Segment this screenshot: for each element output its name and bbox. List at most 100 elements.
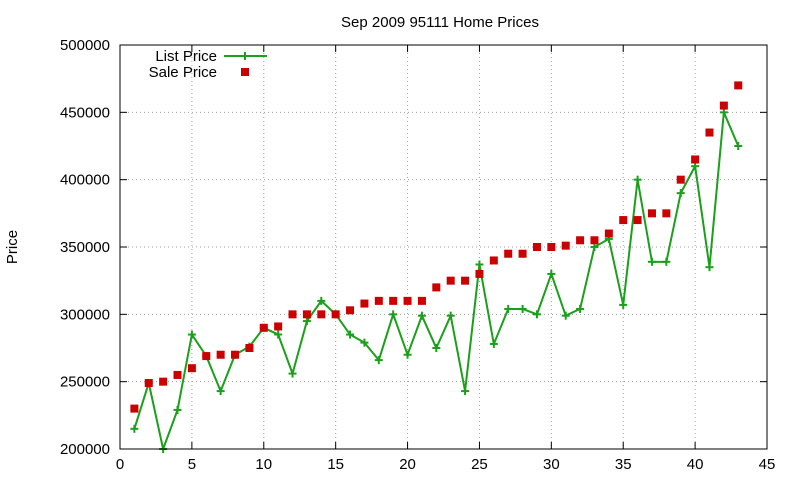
- x-tick-label: 10: [255, 456, 272, 473]
- y-tick-label: 200000: [60, 441, 110, 458]
- sale-price-point: [446, 276, 455, 285]
- grid-lines: [120, 45, 767, 449]
- sale-price-point: [389, 296, 398, 305]
- plot-series: [130, 81, 743, 453]
- sale-price-point: [590, 236, 599, 245]
- list-price-point: [475, 260, 484, 269]
- list-price-point: [676, 189, 685, 198]
- sale-price-point: [734, 81, 743, 90]
- legend-swatch-sale-price: [241, 68, 249, 76]
- list-price-point: [461, 387, 470, 396]
- sale-price-point: [604, 229, 613, 238]
- sale-price-point: [576, 236, 585, 245]
- sale-price-point: [518, 249, 527, 258]
- list-price-point: [734, 142, 743, 150]
- list-price-point: [274, 330, 283, 339]
- list-price-point: [590, 243, 599, 251]
- x-tick-label: 5: [188, 456, 196, 473]
- list-price-point: [288, 369, 297, 378]
- sale-price-point: [144, 379, 153, 388]
- sale-price-point: [662, 209, 671, 218]
- sale-price-point: [633, 216, 642, 225]
- sale-price-point: [202, 352, 211, 361]
- x-tick-label: 20: [399, 456, 416, 473]
- sale-price-point: [504, 249, 513, 258]
- sale-price-point: [159, 377, 168, 386]
- y-tick-label: 300000: [60, 306, 110, 323]
- list-price-point: [518, 304, 527, 313]
- legend-label-sale-price: Sale Price: [149, 64, 217, 81]
- sale-price-point: [547, 243, 556, 251]
- list-price-point: [532, 310, 541, 319]
- list-price-point: [619, 300, 628, 309]
- list-price-point: [317, 296, 326, 305]
- list-price-point: [576, 304, 585, 313]
- x-tick-label: 45: [759, 456, 776, 473]
- x-tick-label: 25: [471, 456, 488, 473]
- y-tick-label: 350000: [60, 239, 110, 256]
- list-price-point: [389, 310, 398, 319]
- list-price-point: [360, 338, 369, 347]
- y-tick-label: 400000: [60, 172, 110, 189]
- list-price-point: [547, 269, 556, 278]
- sale-price-point: [719, 101, 728, 110]
- list-price-point: [662, 257, 671, 266]
- sale-price-point: [245, 344, 254, 352]
- list-price-point: [374, 356, 383, 365]
- list-price-point: [504, 304, 513, 313]
- list-price-line: [133, 111, 740, 453]
- list-price-point: [130, 424, 139, 433]
- x-tick-label: 30: [543, 456, 560, 473]
- list-price-point: [705, 263, 714, 272]
- sale-price-point: [561, 241, 570, 250]
- sale-price-point: [532, 243, 541, 251]
- sale-price-point: [705, 128, 714, 137]
- sale-price-point: [360, 299, 369, 308]
- y-tick-label: 250000: [60, 374, 110, 391]
- sale-price-point: [288, 310, 297, 319]
- sale-price-point: [130, 404, 139, 413]
- x-tick-label: 15: [327, 456, 344, 473]
- sale-price-point: [231, 350, 240, 359]
- list-price-point: [432, 344, 441, 352]
- sale-price-point: [374, 296, 383, 305]
- legend-marker-list-price: [241, 52, 249, 60]
- sale-price-point: [331, 310, 340, 319]
- list-price-point: [647, 257, 656, 266]
- sale-price-point: [403, 296, 412, 305]
- y-tick-label: 450000: [60, 104, 110, 121]
- chart-title: Sep 2009 95111 Home Prices: [341, 14, 539, 31]
- sale-price-point: [417, 296, 426, 305]
- list-price-point: [187, 330, 196, 339]
- x-tick-label: 0: [116, 456, 124, 473]
- list-price-point: [216, 387, 225, 396]
- sale-price-point: [475, 269, 484, 278]
- x-tick-label: 35: [615, 456, 632, 473]
- sale-price-point: [302, 310, 311, 319]
- sale-price-point: [691, 155, 700, 164]
- legend: List Price Sale Price: [149, 48, 267, 81]
- x-tick-label: 40: [687, 456, 704, 473]
- list-price-point: [446, 311, 455, 320]
- sale-price-point: [647, 209, 656, 218]
- sale-price-point: [317, 310, 326, 319]
- list-price-point: [417, 311, 426, 320]
- sale-price-point: [619, 216, 628, 225]
- list-price-point: [346, 330, 355, 339]
- sale-price-point: [173, 370, 182, 379]
- sale-price-point: [676, 175, 685, 184]
- list-price-point: [403, 350, 412, 359]
- y-axis-label: Price: [4, 230, 21, 264]
- sale-price-point: [461, 276, 470, 285]
- legend-label-list-price: List Price: [155, 48, 217, 65]
- axis-ticks: 0 5 10 15 20 25 30 35 40 45 200000 250000 300000 3500…: [60, 37, 775, 473]
- plot-frame: [119, 44, 768, 450]
- sale-price-point: [274, 322, 283, 331]
- list-price-point: [719, 108, 728, 117]
- sale-price-point: [216, 350, 225, 359]
- sale-price-point: [187, 364, 196, 373]
- list-price-point: [173, 405, 182, 414]
- y-tick-label: 500000: [60, 37, 110, 54]
- list-price-point: [489, 339, 498, 348]
